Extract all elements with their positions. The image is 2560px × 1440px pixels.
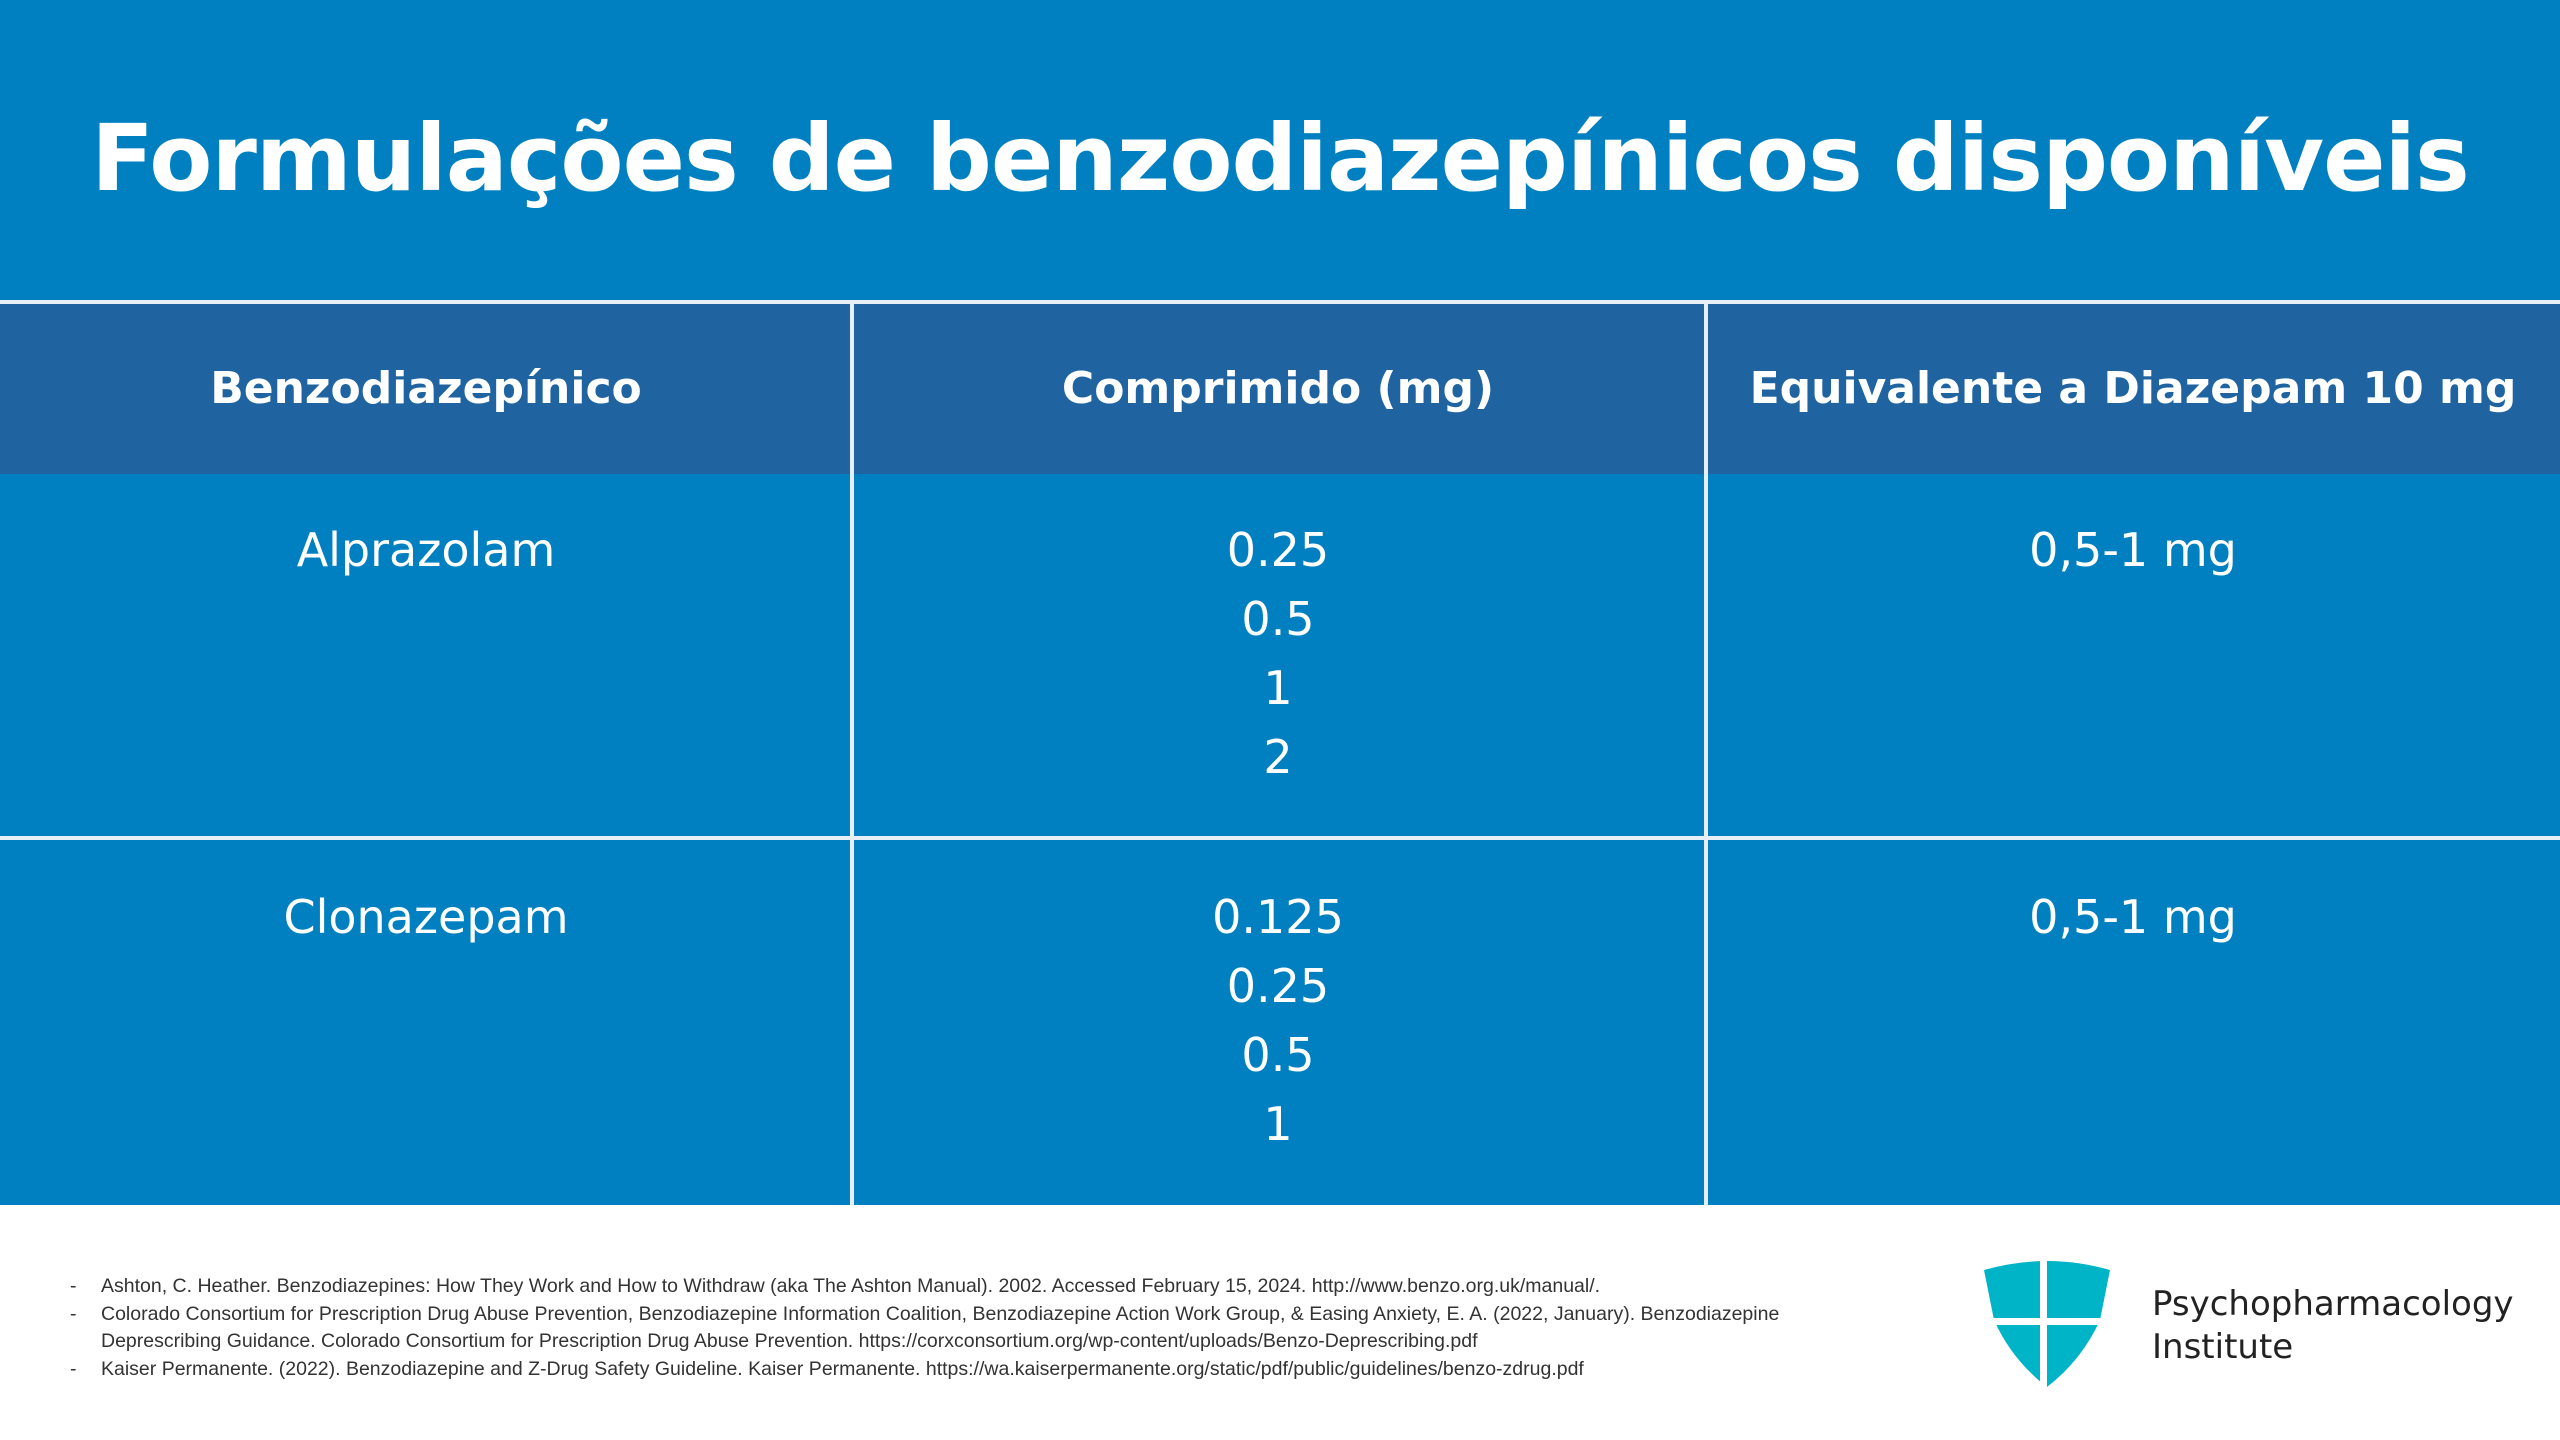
dose: 0.125	[1212, 890, 1344, 944]
dose: 1	[1263, 661, 1293, 715]
column-header: Comprimido (mg)	[1061, 362, 1495, 414]
dose: 0.25	[1226, 959, 1330, 1013]
dose: 1	[1263, 1097, 1293, 1151]
page-title: Formulações de benzodiazepínicos disponí…	[91, 105, 2470, 212]
reference-item: - Ashton, C. Heather. Benzodiazepines: Ho…	[70, 1275, 1601, 1297]
reference-item: - Colorado Consortium for Prescription Dr…	[70, 1302, 1780, 1353]
logo-text: Psychopharmacology Institute	[2152, 1283, 2514, 1369]
references: - Ashton, C. Heather. Benzodiazepines: Ho…	[70, 1273, 1821, 1383]
slide-background	[0, 0, 2560, 1205]
reference-text: Kaiser Permanente. (2022). Benzodiazepin…	[101, 1357, 1584, 1380]
column-header: Benzodiazepínico	[210, 362, 642, 414]
dose: 0.25	[1226, 523, 1330, 577]
divider	[1704, 302, 1708, 1205]
divider	[0, 836, 2560, 840]
reference-item: - Kaiser Permanente. (2022). Benzodiazepi…	[70, 1357, 1584, 1380]
reference-text: Colorado Consortium for Prescription Dru…	[101, 1302, 1780, 1353]
drug-name: Alprazolam	[296, 523, 556, 577]
dose: 0.5	[1241, 592, 1315, 646]
logo-line: Institute	[2152, 1327, 2294, 1367]
tablet-doses: 0.25 0.5 1 2	[852, 516, 1704, 792]
diazepam-equivalent: 0,5-1 mg	[2029, 890, 2237, 944]
divider	[0, 300, 2560, 304]
tablet-doses: 0.125 0.25 0.5 1	[852, 883, 1704, 1159]
diazepam-equivalent: 0,5-1 mg	[2029, 523, 2237, 577]
dose: 0.5	[1241, 1028, 1315, 1082]
divider	[850, 302, 854, 1205]
reference-text: Ashton, C. Heather. Benzodiazepines: How…	[101, 1275, 1601, 1297]
dose: 2	[1263, 730, 1293, 784]
drug-name: Clonazepam	[283, 890, 569, 944]
shield-cross-icon	[1982, 1260, 2112, 1388]
logo-line: Psychopharmacology	[2152, 1284, 2514, 1324]
table-header	[0, 302, 2560, 474]
column-header: Equivalente a Diazepam 10 mg	[1749, 362, 2517, 414]
